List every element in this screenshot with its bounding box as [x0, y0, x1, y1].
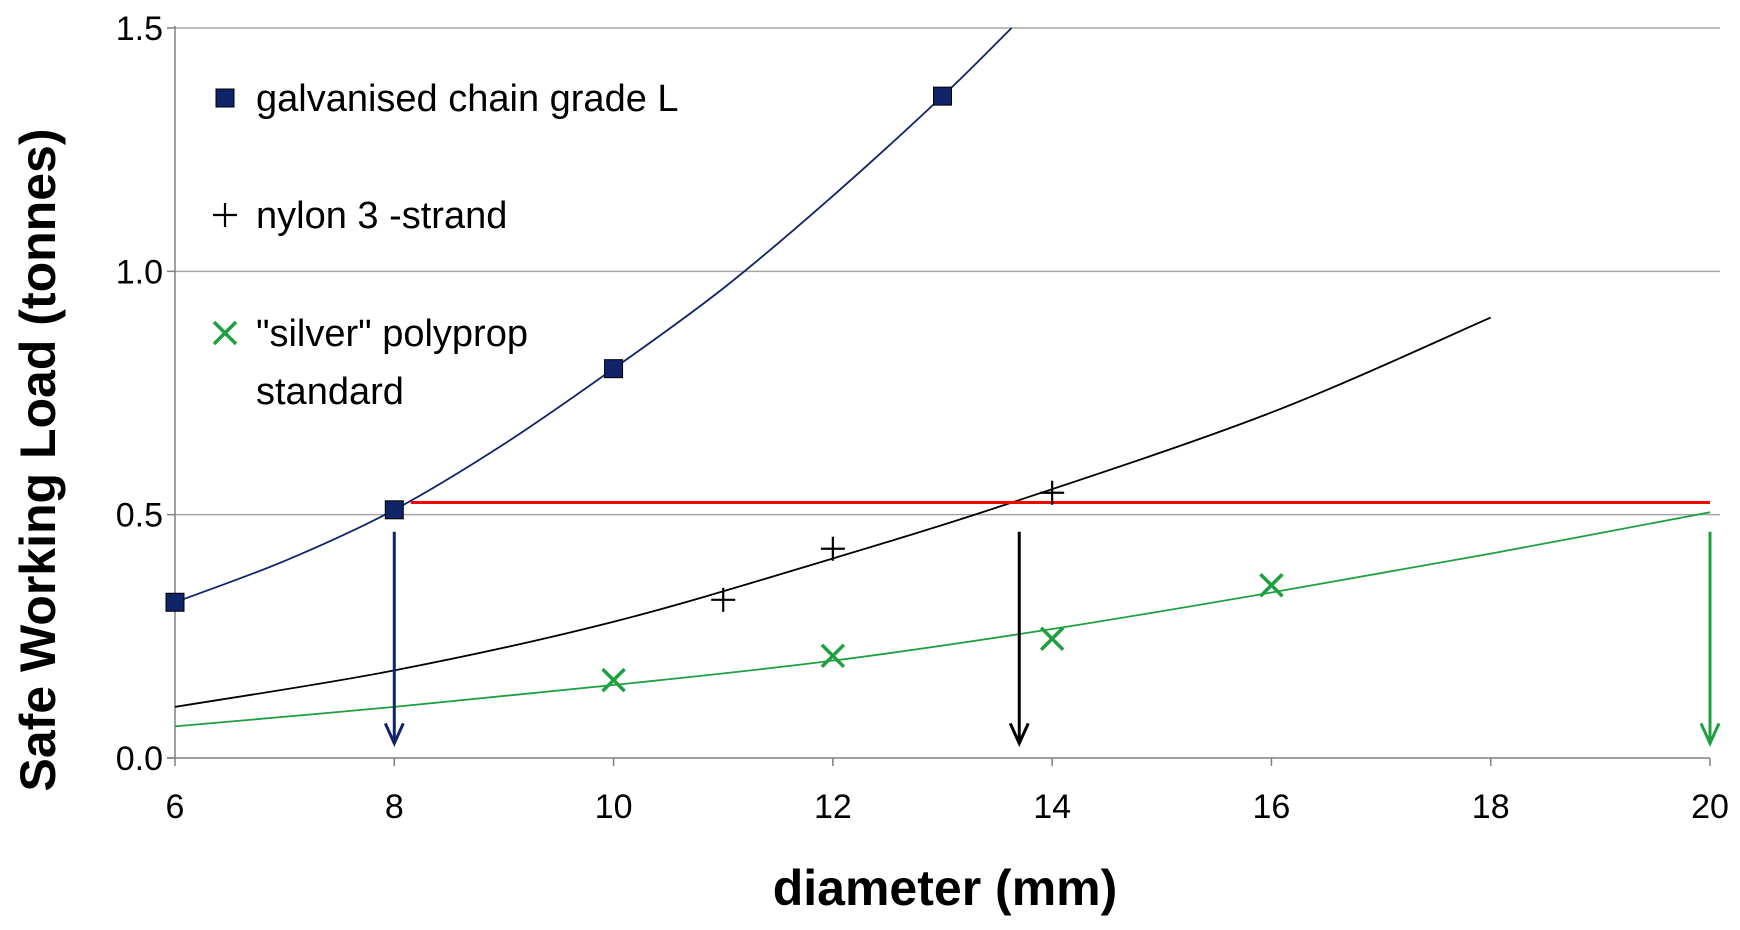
trend-lines [174, 27, 1711, 728]
legend-polyprop-marker-b [212, 320, 238, 346]
tick-labels: 0.0 0.5 1.0 1.5 6 8 10 12 14 16 18 20 [116, 10, 1729, 826]
chain-point [165, 592, 185, 612]
y-tick-label: 0.5 [116, 497, 163, 535]
arrow-chain-8mm-head [383, 722, 405, 748]
chain-point [384, 500, 404, 520]
x-tick-label: 8 [385, 788, 404, 826]
nylon-point [711, 587, 736, 612]
x-tick-label: 14 [1033, 788, 1071, 826]
polyprop-trend-line [174, 511, 1711, 728]
arrow-polyprop-20mm-head [1699, 722, 1721, 748]
x-tick-label: 6 [166, 788, 185, 826]
x-tick-label: 18 [1472, 788, 1510, 826]
polyprop-point-b [601, 667, 626, 693]
x-tick-label: 12 [814, 788, 852, 826]
legend-polyprop-marker [212, 320, 238, 346]
arrows-group [383, 531, 1721, 748]
polyprop-point [820, 643, 846, 669]
nylon-point [1040, 480, 1065, 505]
polyprop-point-b [820, 643, 846, 669]
polyprop-point [1259, 572, 1284, 598]
polyprop-point [601, 667, 626, 693]
polyprop-point-b [1039, 626, 1065, 652]
x-tick-label: 20 [1691, 788, 1729, 826]
nylon-point [820, 536, 845, 561]
data-points [165, 86, 1284, 693]
polyprop-point [1039, 626, 1065, 652]
y-tick-label: 0.0 [116, 740, 163, 778]
legend-nylon-label: nylon 3 -strand [256, 195, 507, 237]
x-tick-label: 10 [595, 788, 633, 826]
legend-polyprop-label: standard [256, 371, 404, 413]
legend-polyprop-label: "silver" polyprop [256, 313, 528, 355]
x-axis-title: diameter (mm) [773, 860, 1118, 916]
axes [167, 26, 1711, 766]
arrow-nylon-13.7mm-head [1008, 722, 1030, 748]
x-tick-label: 16 [1253, 788, 1291, 826]
gridlines [175, 27, 1720, 516]
polyprop-point-b [1259, 572, 1284, 598]
y-tick-label: 1.0 [116, 253, 163, 291]
chain-point [604, 359, 624, 379]
legend-nylon-marker [213, 203, 237, 227]
legend-chain-label: galvanised chain grade L [256, 78, 679, 120]
y-axis-title: Safe Working Load (tonnes) [10, 129, 66, 792]
legend: galvanised chain grade L nylon 3 -strand "… [212, 78, 679, 413]
y-tick-label: 1.5 [116, 10, 163, 48]
chain-point [933, 86, 952, 106]
legend-chain-marker [215, 88, 235, 108]
